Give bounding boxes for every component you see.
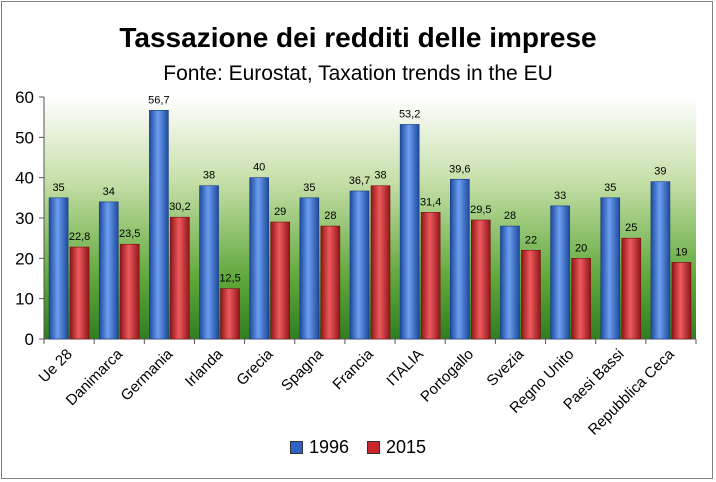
bar-1996	[550, 205, 570, 340]
data-label-1996: 35	[303, 182, 315, 194]
bar-1996	[600, 197, 621, 340]
bar-1996	[349, 190, 370, 340]
legend-item-1996: 1996	[289, 437, 349, 458]
data-label-2015: 12,5	[219, 273, 240, 285]
data-label-1996: 38	[203, 170, 215, 182]
x-tick-label: Portogallo	[417, 346, 477, 406]
bar-1996	[299, 197, 320, 340]
bar-2015	[170, 216, 190, 340]
y-tick-label: 60	[15, 88, 34, 107]
y-tick-label: 20	[15, 249, 34, 268]
x-tick-label: Germania	[118, 345, 177, 404]
y-tick-label: 40	[15, 169, 34, 188]
y-tick-label: 0	[25, 330, 34, 349]
bar-2015	[119, 243, 140, 340]
x-tick-label: ITALIA	[383, 346, 427, 390]
legend-item-2015: 2015	[367, 437, 426, 458]
data-label-2015: 22,8	[69, 231, 90, 243]
bar-2015	[69, 246, 90, 340]
data-label-1996: 35	[604, 182, 616, 194]
y-tick-label: 30	[15, 209, 34, 228]
data-label-2015: 29	[274, 206, 286, 218]
bar-2015	[220, 288, 240, 340]
y-tick-label: 50	[15, 128, 34, 147]
data-label-2015: 30,2	[169, 201, 190, 213]
data-label-1996: 33	[554, 190, 566, 202]
y-tick-labels: 0 10 20 30 40 50 60	[15, 88, 44, 349]
chart-subtitle: Fonte: Eurostat, Taxation trends in the …	[163, 62, 553, 85]
legend: 1996 2015	[0, 437, 716, 458]
data-label-2015: 20	[575, 242, 587, 254]
data-label-1996: 36,7	[349, 175, 370, 187]
bar-1996	[98, 201, 119, 340]
bar-2015	[571, 258, 591, 340]
data-label-1996: 39	[654, 166, 666, 178]
data-label-1996: 28	[504, 210, 516, 222]
bar-1996	[500, 225, 520, 340]
data-label-1996: 53,2	[399, 108, 420, 120]
data-label-1996: 39,6	[449, 163, 470, 175]
x-tick-label: Spagna	[278, 345, 327, 394]
data-label-1996: 34	[103, 186, 115, 198]
data-label-2015: 28	[324, 210, 336, 222]
bar-1996	[450, 178, 470, 340]
bar-1996	[199, 185, 219, 340]
bar-1996	[399, 124, 420, 340]
bar-1996	[48, 197, 69, 340]
plot-area	[44, 97, 696, 339]
x-tick-label: Repubblica Ceca	[585, 345, 678, 438]
bar-2015	[671, 262, 692, 340]
bar-labels: 35 22,8 34 23,5 56,7 30,2 38 12,5 40 29 35 28 36,7 38…	[52, 94, 687, 284]
data-label-1996: 35	[52, 182, 64, 194]
legend-label-1996: 1996	[308, 437, 349, 457]
data-label-2015: 38	[374, 170, 386, 182]
bar-1996	[650, 181, 671, 340]
x-tick-label: Svezia	[483, 345, 527, 389]
data-label-2015: 29,5	[470, 204, 491, 216]
x-tick-label: Ue 28	[36, 346, 76, 386]
data-label-2015: 23,5	[119, 228, 140, 240]
x-tick-label: Francia	[329, 345, 377, 393]
x-tick-label: Grecia	[233, 345, 277, 389]
data-label-2015: 31,4	[420, 196, 441, 208]
bar-2015	[471, 219, 491, 340]
legend-label-2015: 2015	[386, 437, 427, 457]
data-label-2015: 19	[675, 246, 687, 258]
bar-2015	[521, 249, 541, 340]
data-label-1996: 40	[253, 162, 265, 174]
data-label-1996: 56,7	[148, 94, 169, 106]
bar-1996	[249, 177, 269, 340]
x-tick-label: Irlanda	[182, 345, 227, 390]
legend-swatch-1996	[289, 441, 303, 454]
bar-2015	[320, 225, 341, 340]
y-tick-label: 10	[15, 290, 34, 309]
data-label-2015: 22	[525, 234, 537, 246]
data-label-2015: 25	[625, 222, 637, 234]
bar-2015	[621, 237, 642, 340]
bar-2015	[420, 212, 441, 340]
legend-swatch-2015	[367, 441, 380, 454]
bars	[48, 110, 692, 340]
bar-2015	[270, 221, 290, 340]
bar-1996	[149, 110, 169, 340]
bar-2015	[370, 185, 391, 340]
chart-title: Tassazione dei redditi delle imprese	[119, 22, 597, 53]
